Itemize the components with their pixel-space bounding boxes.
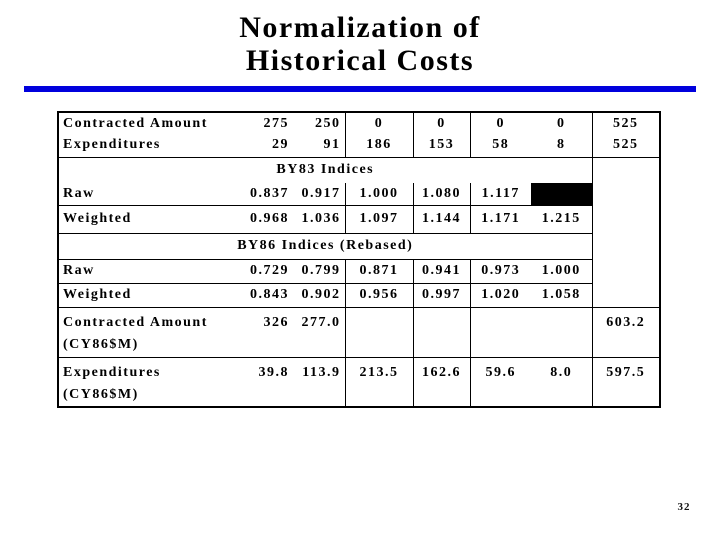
row-total-cell: 525 <box>613 115 639 131</box>
row-label-line2: (CY86$M) <box>63 386 139 402</box>
table-cell: 91 <box>293 134 346 158</box>
row-section-by86: BY86 Indices (Rebased) <box>58 233 660 260</box>
table-cell: 0.799 <box>293 259 346 284</box>
table-cell-empty <box>592 183 660 205</box>
table-cell: 8.0 <box>531 357 593 407</box>
row-label: Raw <box>58 259 243 284</box>
table-cell: 0.917 <box>293 183 346 206</box>
row-by83-raw: Raw 0.837 0.917 1.000 1.080 1.117 1.148 <box>58 183 660 206</box>
table-cell: 0.997 <box>413 283 471 308</box>
row-label-line1: Expenditures <box>63 364 161 380</box>
table-cell: 29 <box>243 134 293 158</box>
row-label: Weighted <box>58 283 243 308</box>
table-cell: 275 <box>263 115 289 131</box>
table-cell: 186 <box>345 134 414 158</box>
row-by83-weighted: Weighted 0.968 1.036 1.097 1.144 1.171 1… <box>58 205 660 234</box>
section-header-by83: BY83 Indices <box>276 162 375 178</box>
table-cell: 1.000 <box>531 259 593 284</box>
table-cell: 0.871 <box>345 259 414 284</box>
row-label: Raw <box>58 183 243 206</box>
slide-title-line1: Normalization of <box>239 11 481 44</box>
table-cell: 8 <box>531 134 593 158</box>
table-cell: 1.215 <box>531 205 593 234</box>
table-cell-empty <box>470 307 531 358</box>
table-cell: 0.837 <box>243 183 293 206</box>
row-total-cell: 525 <box>592 134 660 158</box>
table-cell: 0.843 <box>243 283 293 308</box>
table-cell: 162.6 <box>413 357 471 407</box>
table-cell: 0.968 <box>243 205 293 234</box>
table-cell-empty <box>531 307 593 358</box>
table-cell-empty <box>591 157 660 183</box>
table-cell: 1.144 <box>413 205 471 234</box>
row-by86-weighted: Weighted 0.843 0.902 0.956 0.997 1.020 1… <box>58 283 660 308</box>
row-section-by83: BY83 Indices <box>58 157 660 183</box>
table-cell: 113.9 <box>293 357 346 407</box>
table-cell-empty <box>413 307 471 358</box>
table-cell: 0.956 <box>345 283 414 308</box>
table-cell: 153 <box>413 134 471 158</box>
row-contracted-amount: Contracted Amount 275 250 0 0 0 0 525 <box>58 112 660 134</box>
table-cell: 0 <box>413 112 471 134</box>
highlighted-value-cell: 1.148 <box>531 183 593 206</box>
table-cell: 0 <box>345 112 414 134</box>
table-cell: 326 <box>243 307 293 358</box>
slide-title: Normalization of Historical Costs <box>0 11 720 77</box>
row-label: Contracted Amount (CY86$M) <box>58 307 243 358</box>
table-cell-empty <box>592 205 660 233</box>
row-expenditures-cy86: Expenditures (CY86$M) 39.8 113.9 213.5 1… <box>58 357 660 407</box>
table-cell: 0.941 <box>413 259 471 284</box>
title-divider-rule <box>24 86 696 92</box>
row-label: Weighted <box>58 205 243 234</box>
table-cell: 58 <box>470 134 531 158</box>
table-cell: 1.097 <box>345 205 414 234</box>
row-label: Expenditures (CY86$M) <box>58 357 243 407</box>
table-cell: 39.8 <box>258 364 289 380</box>
table-cell: 250 <box>293 112 346 134</box>
slide-page-number: 32 <box>677 501 691 513</box>
table-cell: 1.117 <box>470 183 531 206</box>
row-total-cell: 597.5 <box>606 364 646 380</box>
table-cell: 59.6 <box>485 364 516 380</box>
row-label: Expenditures <box>58 134 243 158</box>
slide-title-line2: Historical Costs <box>245 44 475 77</box>
table-cell: 0.729 <box>243 259 293 284</box>
table-cell-empty <box>345 307 414 358</box>
table-cell: 1.058 <box>531 283 593 308</box>
table-cell: 1.020 <box>470 283 531 308</box>
row-expenditures: Expenditures 29 91 186 153 58 8 525 <box>58 134 660 158</box>
table-cell: 0 <box>496 115 505 131</box>
table-cell-empty <box>592 259 660 283</box>
row-contracted-cy86: Contracted Amount (CY86$M) 326 277.0 603… <box>58 307 660 358</box>
row-label-line2: (CY86$M) <box>63 336 139 352</box>
table-cell: 0 <box>531 112 593 134</box>
table-cell-empty <box>591 233 660 259</box>
table-cell: 0.973 <box>470 259 531 284</box>
table-cell: 277.0 <box>293 307 346 358</box>
table-cell: 1.036 <box>293 205 346 234</box>
table-cell: 1.171 <box>470 205 531 234</box>
section-header-by86: BY86 Indices (Rebased) <box>58 233 592 260</box>
table-cell: 1.000 <box>345 183 414 206</box>
table-cell: 1.080 <box>413 183 471 206</box>
table-cell: 0.902 <box>293 283 346 308</box>
row-label: Contracted Amount <box>63 115 208 131</box>
row-label-line1: Contracted Amount <box>63 314 208 330</box>
table-cell-empty <box>592 283 660 308</box>
row-total-cell: 603.2 <box>592 307 660 358</box>
cost-normalization-table: Contracted Amount 275 250 0 0 0 0 525 Ex… <box>57 111 661 408</box>
row-by86-raw: Raw 0.729 0.799 0.871 0.941 0.973 1.000 <box>58 259 660 284</box>
table-cell: 213.5 <box>345 357 414 407</box>
